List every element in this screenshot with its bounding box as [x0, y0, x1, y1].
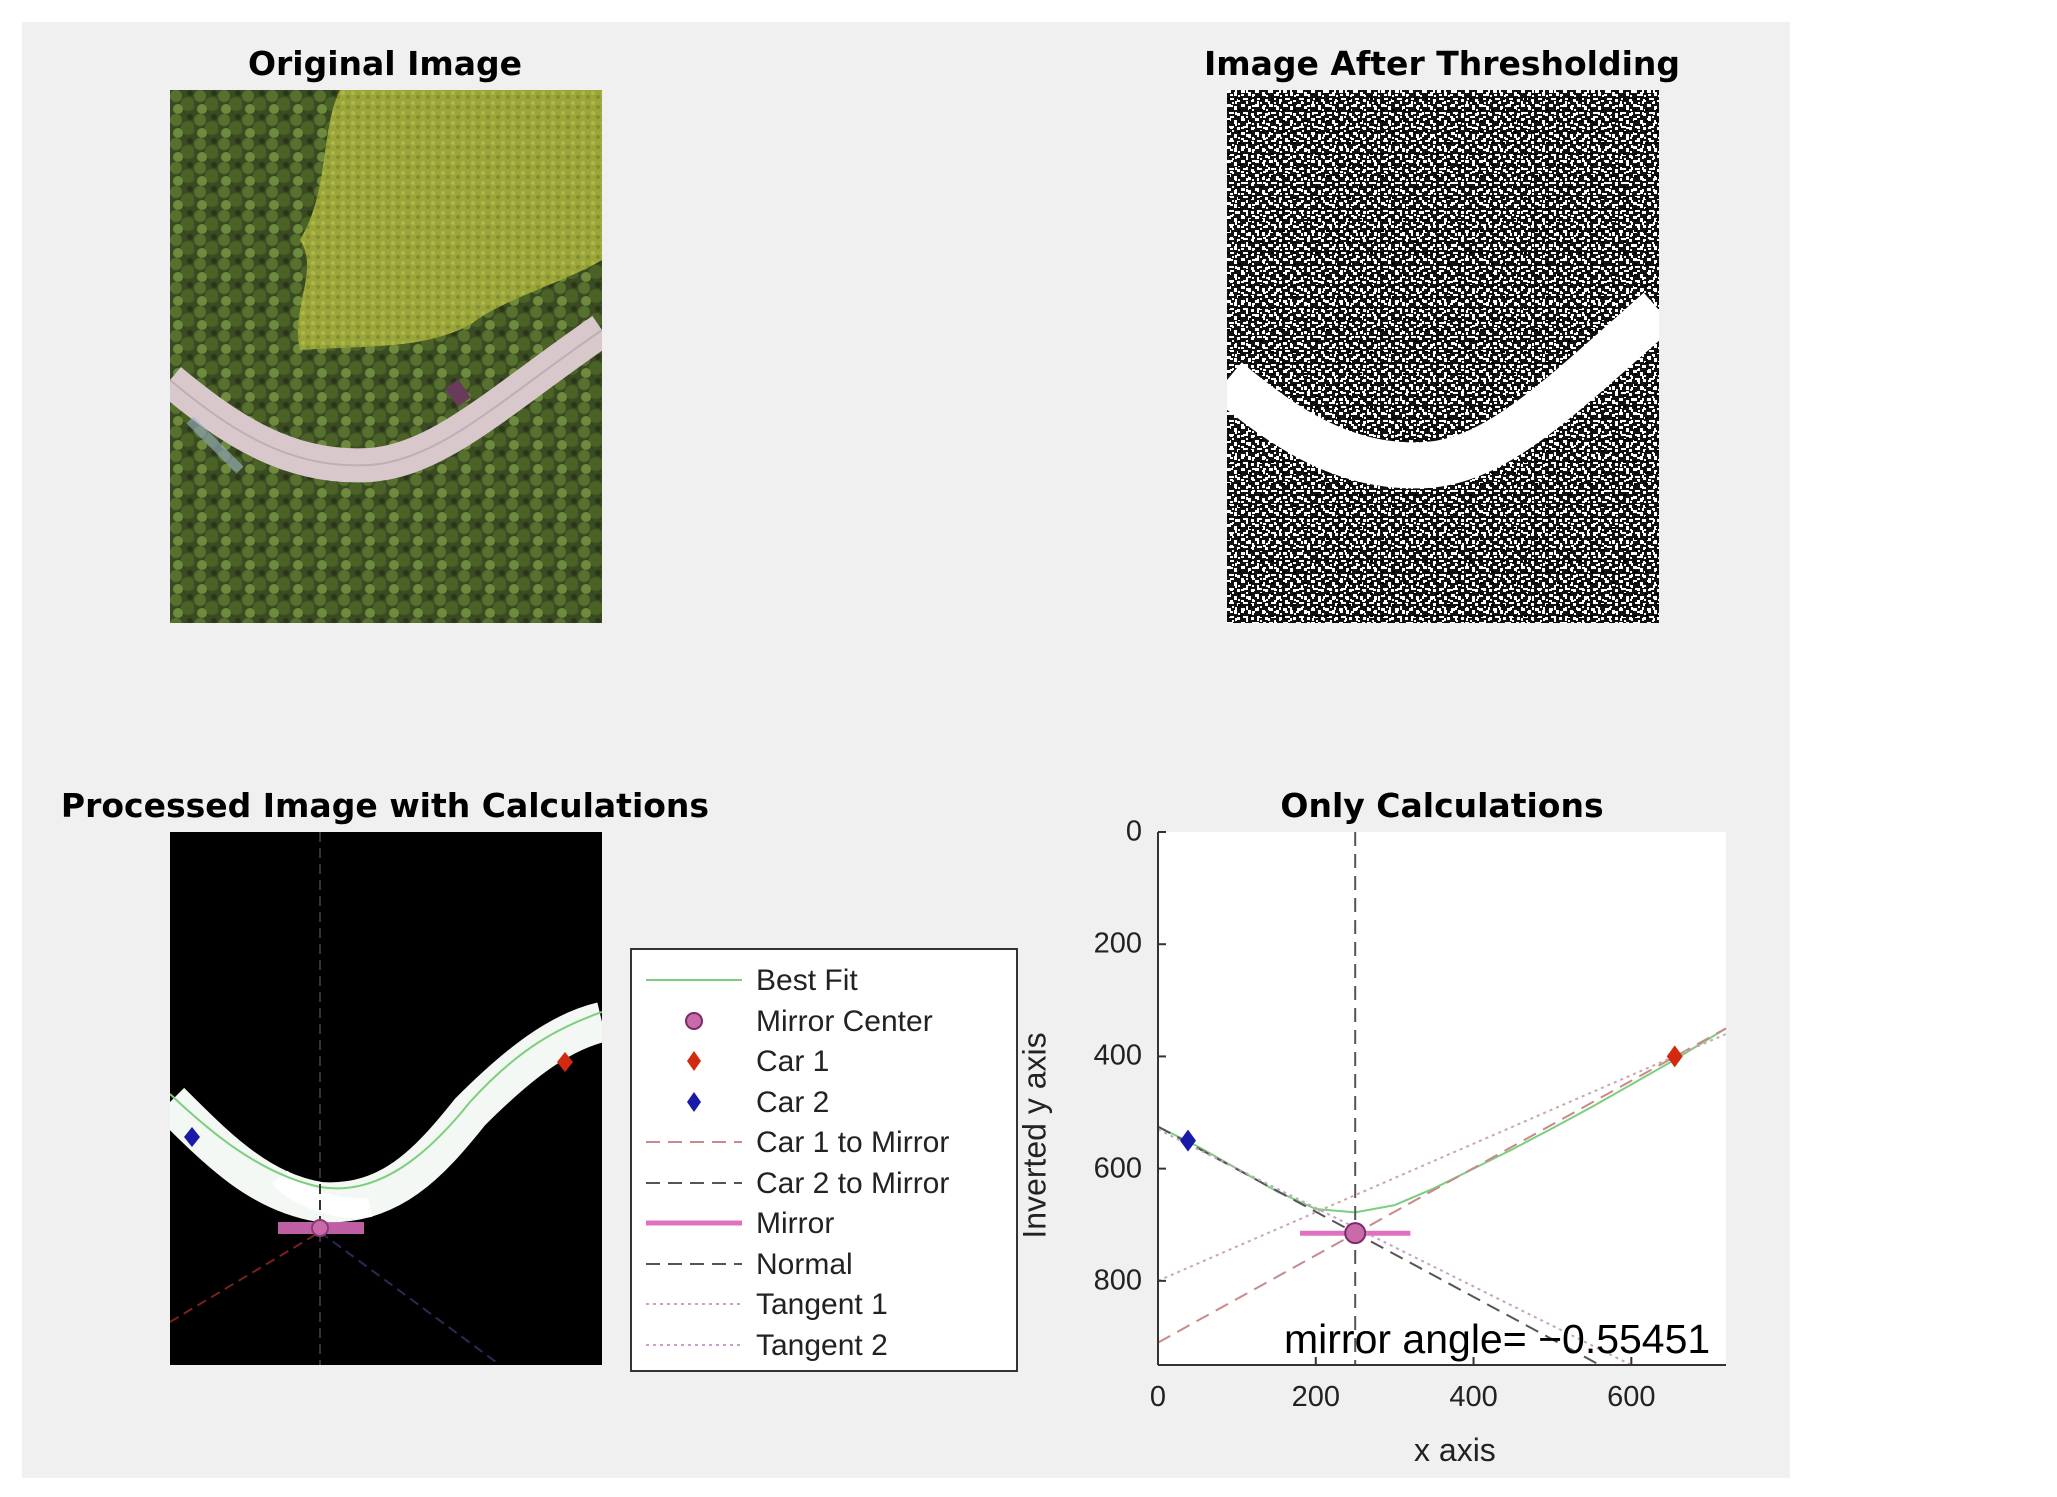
legend-label: Normal: [756, 1247, 853, 1281]
legend: Best Fit Mirror Center Car 1 Car 2 Car 1 to …: [630, 948, 1018, 1372]
legend-symbol: [646, 1262, 742, 1265]
calc-chart-svg: [1157, 831, 1727, 1366]
calc-chart: 0 200 400 600 0 200 400 600 800 x axis Inverted …: [22, 22, 1790, 1478]
legend-label: Car 2: [756, 1085, 830, 1119]
mirror-angle-annotation: mirror angle= −0.55451: [1284, 1316, 1711, 1362]
legend-symbol: [646, 1141, 742, 1143]
y-tick-label: 800: [1093, 1264, 1142, 1297]
y-tick-label: 200: [1093, 927, 1142, 960]
y-tick-label: 400: [1093, 1039, 1142, 1072]
legend-item: Car 1: [632, 1041, 1016, 1081]
calc-chart-title: Only Calculations: [1280, 786, 1604, 825]
series-tangent-1: [1157, 1033, 1727, 1282]
series-car-1-to-mirror: [1157, 1027, 1727, 1344]
point-car-1: [1666, 1045, 1683, 1068]
legend-item: Car 2: [632, 1082, 1016, 1122]
legend-item: Best Fit: [632, 960, 1016, 1000]
original-image-title: Original Image: [247, 44, 523, 83]
legend-symbol: [646, 1181, 742, 1184]
x-tick-label: 0: [1149, 1381, 1167, 1413]
original-image: [170, 90, 602, 623]
point-car-2: [1179, 1129, 1196, 1152]
legend-symbol: [687, 1051, 701, 1071]
x-tick-label: 400: [1449, 1381, 1498, 1413]
legend-symbol: [646, 1303, 742, 1305]
legend-label: Mirror: [756, 1207, 835, 1240]
x-axis-label: x axis: [1414, 1432, 1496, 1468]
legend-symbol: [685, 1011, 703, 1030]
legend-label: Mirror Center: [756, 1004, 933, 1038]
x-tick-label: 600: [1607, 1381, 1656, 1413]
processed-image: [170, 832, 602, 1365]
legend-label: Tangent 1: [756, 1288, 888, 1321]
y-tick-label: 600: [1093, 1152, 1142, 1185]
legend-item: Mirror: [632, 1203, 1016, 1243]
legend-label: Tangent 2: [756, 1328, 888, 1362]
legend-symbol: [646, 1220, 742, 1226]
legend-item: Tangent 2: [632, 1325, 1016, 1365]
legend-label: Car 1 to Mirror: [756, 1126, 950, 1159]
legend-item: Mirror Center: [632, 1001, 1016, 1041]
threshold-image: [1227, 90, 1659, 623]
legend-item: Car 1 to Mirror: [632, 1122, 1016, 1162]
plot-area: [1158, 832, 1726, 1365]
legend-symbol: [646, 1343, 742, 1346]
legend-label: Car 1: [756, 1045, 830, 1078]
series-car-2-to-mirror: [1157, 1125, 1601, 1366]
point-mirror-center: [1344, 1222, 1367, 1245]
series-best-fit: [1157, 1027, 1727, 1214]
legend-item: Normal: [632, 1244, 1016, 1284]
legend-label: Car 2 to Mirror: [756, 1166, 950, 1200]
legend-symbol: [687, 1091, 701, 1112]
y-axis-label: Inverted y axis: [1016, 1032, 1053, 1239]
threshold-image-title: Image After Thresholding: [1203, 44, 1681, 83]
legend-item: Car 2 to Mirror: [632, 1163, 1016, 1203]
processed-image-title: Processed Image with Calculations: [60, 786, 710, 825]
x-tick-label: 200: [1291, 1381, 1340, 1413]
legend-symbol: [646, 979, 742, 981]
figure-window: Original Image: [22, 22, 1790, 1478]
y-tick-label: 0: [1125, 815, 1142, 848]
legend-item: Tangent 1: [632, 1284, 1016, 1324]
legend-label: Best Fit: [756, 964, 858, 997]
